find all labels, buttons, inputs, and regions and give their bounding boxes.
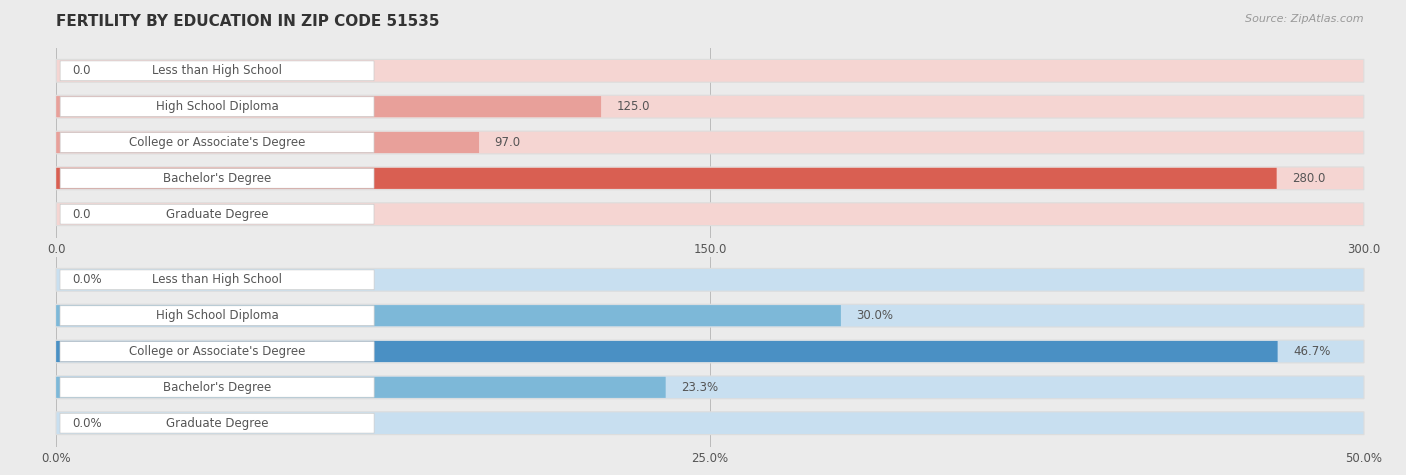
FancyBboxPatch shape xyxy=(56,132,479,153)
FancyBboxPatch shape xyxy=(60,342,374,361)
Text: 0.0: 0.0 xyxy=(72,64,90,77)
Text: 23.3%: 23.3% xyxy=(682,381,718,394)
FancyBboxPatch shape xyxy=(56,203,1364,226)
FancyBboxPatch shape xyxy=(60,270,374,290)
Text: Less than High School: Less than High School xyxy=(152,273,283,286)
Text: Graduate Degree: Graduate Degree xyxy=(166,417,269,430)
FancyBboxPatch shape xyxy=(56,304,1364,327)
Text: Less than High School: Less than High School xyxy=(152,64,283,77)
FancyBboxPatch shape xyxy=(60,378,374,397)
FancyBboxPatch shape xyxy=(56,341,1278,362)
FancyBboxPatch shape xyxy=(56,96,602,117)
Text: Bachelor's Degree: Bachelor's Degree xyxy=(163,172,271,185)
FancyBboxPatch shape xyxy=(60,413,374,433)
FancyBboxPatch shape xyxy=(56,131,1364,154)
FancyBboxPatch shape xyxy=(56,376,1364,399)
FancyBboxPatch shape xyxy=(56,168,1277,189)
FancyBboxPatch shape xyxy=(60,169,374,188)
Text: 0.0%: 0.0% xyxy=(72,417,101,430)
FancyBboxPatch shape xyxy=(56,305,841,326)
FancyBboxPatch shape xyxy=(60,204,374,224)
FancyBboxPatch shape xyxy=(60,306,374,325)
FancyBboxPatch shape xyxy=(60,61,374,81)
Text: 280.0: 280.0 xyxy=(1292,172,1326,185)
Text: 0.0%: 0.0% xyxy=(72,273,101,286)
Text: High School Diploma: High School Diploma xyxy=(156,100,278,113)
FancyBboxPatch shape xyxy=(56,167,1364,190)
FancyBboxPatch shape xyxy=(56,59,1364,82)
Text: College or Associate's Degree: College or Associate's Degree xyxy=(129,136,305,149)
FancyBboxPatch shape xyxy=(56,268,1364,291)
Text: High School Diploma: High School Diploma xyxy=(156,309,278,322)
Text: Bachelor's Degree: Bachelor's Degree xyxy=(163,381,271,394)
Text: Graduate Degree: Graduate Degree xyxy=(166,208,269,221)
Text: Source: ZipAtlas.com: Source: ZipAtlas.com xyxy=(1246,14,1364,24)
FancyBboxPatch shape xyxy=(56,95,1364,118)
Text: 30.0%: 30.0% xyxy=(856,309,893,322)
FancyBboxPatch shape xyxy=(60,133,374,152)
FancyBboxPatch shape xyxy=(56,377,665,398)
Text: College or Associate's Degree: College or Associate's Degree xyxy=(129,345,305,358)
Text: 97.0: 97.0 xyxy=(495,136,520,149)
FancyBboxPatch shape xyxy=(56,412,1364,435)
Text: 46.7%: 46.7% xyxy=(1294,345,1330,358)
FancyBboxPatch shape xyxy=(56,340,1364,363)
Text: FERTILITY BY EDUCATION IN ZIP CODE 51535: FERTILITY BY EDUCATION IN ZIP CODE 51535 xyxy=(56,14,440,29)
FancyBboxPatch shape xyxy=(60,97,374,116)
Text: 0.0: 0.0 xyxy=(72,208,90,221)
Text: 125.0: 125.0 xyxy=(617,100,650,113)
